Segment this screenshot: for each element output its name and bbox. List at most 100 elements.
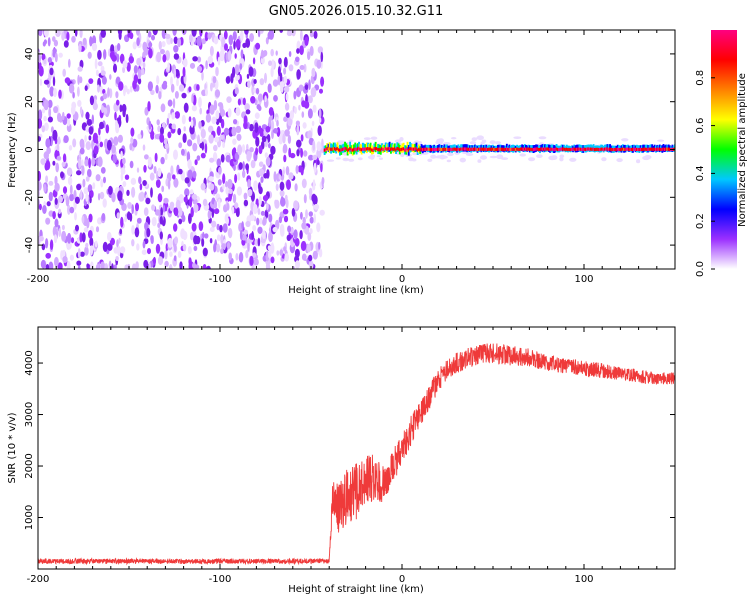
spectrogram-noise-cell	[39, 235, 44, 242]
spectrogram-signal-core	[481, 147, 484, 151]
spectrogram-faint-cell	[430, 154, 437, 159]
spectrogram-noise-cell	[192, 170, 197, 179]
x-tick-label: -100	[209, 274, 232, 285]
spectrogram-noise-cell	[316, 141, 322, 152]
spectrogram-noise-cell	[40, 158, 46, 165]
spectrogram-noise-cell	[181, 92, 187, 99]
spectrogram-noise-cell	[225, 181, 228, 188]
spectrogram-noise-cell	[153, 166, 157, 174]
spectrogram-noise-cell	[308, 254, 313, 262]
spectrogram-signal-core	[407, 148, 410, 152]
spectrogram-noise-cell	[209, 104, 215, 115]
spectrogram-signal-core	[327, 147, 330, 151]
spectrogram-noise-cell	[208, 125, 214, 133]
spectrogram-signal-core	[549, 147, 552, 152]
spectrogram-noise-cell	[237, 172, 241, 181]
spectrogram-signal-core	[662, 147, 665, 151]
y-tick-label: 20	[24, 95, 35, 108]
spectrogram-noise-cell	[47, 99, 53, 109]
spectrogram-noise-cell	[239, 33, 244, 39]
spectrogram-signal-core	[502, 147, 504, 151]
spectrogram-noise-cell	[83, 187, 89, 195]
spectrogram-signal-core	[395, 148, 397, 152]
spectrogram-signal-core	[528, 147, 531, 151]
spectrogram-noise-cell	[138, 176, 142, 184]
spectrogram-noise-cell	[259, 217, 263, 225]
spectrogram-noise-cell	[90, 261, 94, 269]
spectrogram-noise-cell	[300, 240, 307, 252]
spectrogram-noise-cell	[44, 122, 49, 131]
spectrogram-noise-cell	[127, 32, 131, 38]
y-tick-label: 2000	[24, 453, 35, 478]
spectrogram-signal-core	[536, 147, 539, 151]
spectrogram-noise-cell	[122, 181, 127, 187]
spectrogram-noise-cell	[75, 224, 79, 232]
spectrogram-signal-core	[470, 147, 473, 151]
spectrogram-noise-cell	[311, 120, 315, 127]
spectrogram-noise-cell	[296, 69, 301, 80]
spectrogram-signal-core	[485, 147, 488, 151]
spectrogram-noise-cell	[243, 121, 248, 130]
spectrogram-signal-core	[565, 147, 568, 151]
spectrogram-noise-cell	[160, 126, 164, 135]
spectrogram-noise-cell	[81, 215, 85, 224]
spectrogram-signal-core	[663, 147, 666, 151]
spectrogram-signal-core	[596, 147, 599, 151]
spectrogram-noise-cell	[163, 138, 168, 145]
spectrogram-noise-cell	[192, 142, 198, 152]
spectrogram-noise-cell	[145, 197, 151, 205]
spectrogram-noise-cell	[222, 223, 228, 233]
spectrogram-noise-cell	[100, 70, 106, 76]
spectrogram-signal-core	[405, 148, 408, 152]
spectrogram-noise-cell	[288, 147, 292, 158]
spectrogram-signal-core	[551, 147, 554, 151]
spectrogram-noise-cell	[245, 250, 249, 259]
spectrogram-noise-cell	[63, 40, 69, 48]
spectrogram-noise-cell	[156, 119, 160, 126]
spectrogram-signal-core	[666, 147, 669, 151]
spectrogram-noise-cell	[202, 198, 208, 207]
spectrogram-signal-core	[466, 147, 469, 151]
spectrogram-noise-cell	[52, 129, 58, 141]
spectrogram-noise-cell	[167, 62, 171, 71]
spectrogram-noise-cell	[265, 37, 269, 45]
spectrogram-noise-cell	[319, 209, 325, 216]
spectrogram-noise-cell	[67, 204, 71, 215]
spectrogram-noise-cell	[79, 76, 83, 84]
spectrogram-noise-cell	[183, 102, 189, 113]
spectrogram-noise-cell	[309, 216, 314, 224]
spectrogram-noise-cell	[135, 202, 139, 212]
spectrogram-noise-cell	[177, 37, 182, 48]
spectrogram-noise-cell	[270, 66, 274, 78]
spectrogram-faint-cell	[376, 155, 381, 158]
spectrogram-noise-cell	[41, 125, 46, 133]
spectrogram-noise-cell	[167, 131, 172, 139]
spectrogram-noise-cell	[284, 102, 290, 111]
spectrogram-noise-cell	[85, 176, 90, 182]
spectrogram-noise-cell	[113, 136, 119, 146]
spectrogram-noise-cell	[160, 48, 165, 55]
spectrogram-noise-cell	[183, 126, 186, 132]
spectrogram-noise-cell	[253, 180, 258, 191]
spectrogram-noise-cell	[68, 145, 73, 151]
spectrogram-noise-cell	[86, 263, 90, 269]
spectrogram-noise-cell	[221, 243, 227, 250]
spectrogram-signal-core	[404, 148, 406, 152]
spectrogram-noise-cell	[225, 216, 229, 225]
spectrogram-signal-core	[396, 147, 399, 151]
spectrogram-signal-core	[344, 146, 346, 151]
spectrogram-signal-core	[397, 147, 400, 151]
spectrogram-noise-cell	[89, 95, 95, 106]
spectrogram-noise-cell	[131, 263, 137, 269]
spectrogram-signal-core	[550, 147, 553, 151]
spectrogram-noise-cell	[131, 225, 135, 235]
spectrogram-signal-core	[535, 147, 538, 151]
spectrogram-noise-cell	[235, 208, 240, 218]
spectrogram-noise-cell	[69, 184, 73, 195]
spectrogram-faint-cell	[536, 154, 543, 159]
spectrogram-noise-cell	[278, 216, 283, 224]
spectrogram-noise-cell	[227, 50, 232, 61]
spectrogram-noise-cell	[109, 74, 112, 80]
spectrogram-signal-core	[401, 147, 404, 151]
spectrogram-noise-cell	[259, 78, 265, 86]
